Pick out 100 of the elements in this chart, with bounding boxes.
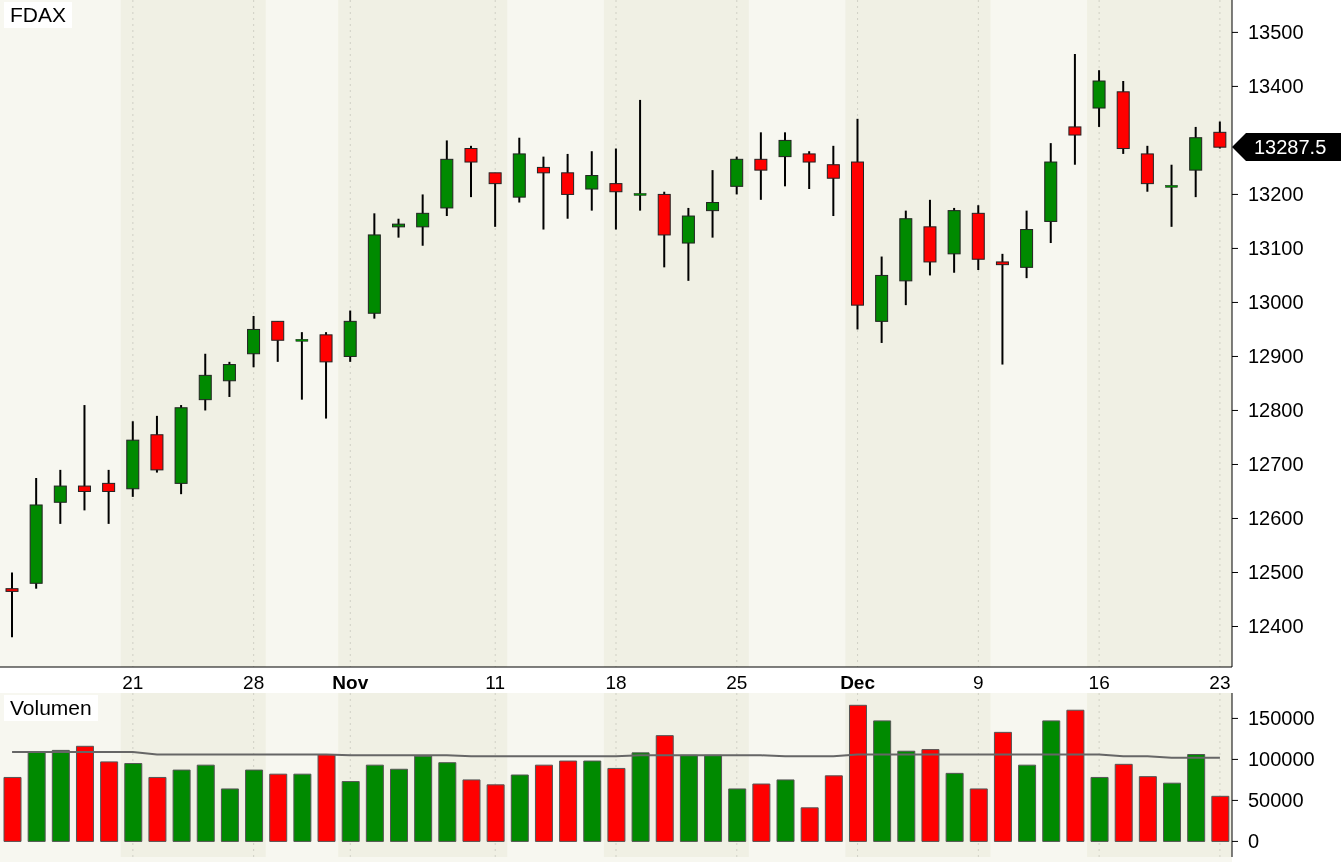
bar xyxy=(365,764,384,842)
candlestick xyxy=(271,320,285,363)
candlestick xyxy=(826,144,840,218)
y-tick-label: 100000 xyxy=(1248,748,1315,771)
y-tick-label: 150000 xyxy=(1248,707,1315,730)
bar xyxy=(800,807,819,842)
candlestick xyxy=(102,468,116,525)
candlestick xyxy=(561,152,575,220)
candlestick xyxy=(392,217,406,239)
bar xyxy=(148,776,167,842)
bar xyxy=(607,767,626,842)
bar xyxy=(559,760,578,842)
y-tick-label: 50000 xyxy=(1248,789,1304,812)
bar xyxy=(1187,754,1206,842)
y-tick-label: 12800 xyxy=(1248,399,1304,422)
candlestick xyxy=(53,468,67,525)
y-tick-label: 13400 xyxy=(1248,75,1304,98)
x-tick-label: 16 xyxy=(1088,672,1110,693)
bar xyxy=(1066,709,1085,842)
bar xyxy=(583,760,602,842)
bar xyxy=(414,755,433,842)
bar xyxy=(1018,764,1037,842)
candlestick xyxy=(77,404,91,512)
bar xyxy=(3,776,22,842)
bar xyxy=(1114,763,1133,842)
price-tag: 13287.5 xyxy=(1232,133,1341,162)
bar xyxy=(776,779,795,842)
x-tick-label: Nov xyxy=(332,672,369,693)
bar xyxy=(897,750,916,842)
candlestick xyxy=(802,150,816,191)
candlestick xyxy=(5,571,19,639)
bar xyxy=(75,745,94,842)
bar xyxy=(293,773,312,842)
bar xyxy=(921,749,940,842)
bar xyxy=(510,774,529,842)
candlestick xyxy=(416,193,430,247)
candlestick xyxy=(295,331,309,401)
chart-title: FDAX xyxy=(4,2,73,28)
bar xyxy=(534,764,553,842)
candlestick xyxy=(585,150,599,212)
bar xyxy=(631,752,650,842)
bar xyxy=(1163,782,1182,842)
bar xyxy=(196,764,215,842)
y-tick-label: 12500 xyxy=(1248,561,1304,584)
candlestick xyxy=(464,144,478,199)
bar xyxy=(486,784,505,842)
bar xyxy=(341,781,360,842)
y-tick-label: 0 xyxy=(1248,830,1260,853)
x-tick-label: Dec xyxy=(840,672,876,693)
y-tick-label: 12600 xyxy=(1248,507,1304,530)
candlestick xyxy=(995,252,1009,366)
candlestick xyxy=(222,360,236,398)
candlestick xyxy=(1068,53,1082,166)
bar xyxy=(1042,720,1061,842)
bar xyxy=(245,769,264,842)
x-tick-label: 21 xyxy=(122,672,144,693)
x-tick-label: 18 xyxy=(605,672,627,693)
x-tick-label: 25 xyxy=(726,672,748,693)
y-tick-label: 13200 xyxy=(1248,183,1304,206)
candlestick xyxy=(536,155,550,231)
candlestick xyxy=(488,171,502,228)
bar xyxy=(220,788,239,842)
bar xyxy=(124,763,143,842)
bar xyxy=(438,762,457,842)
candlestick xyxy=(1213,120,1227,150)
candlestick xyxy=(633,98,647,212)
x-tick-label: 9 xyxy=(973,672,984,693)
bar xyxy=(51,749,70,842)
bar xyxy=(1090,776,1109,842)
candlestick xyxy=(706,169,720,239)
bar xyxy=(27,751,46,842)
bar xyxy=(1138,776,1157,842)
bar xyxy=(390,768,409,842)
y-tick-label: 13100 xyxy=(1248,237,1304,260)
x-tick-label: 11 xyxy=(485,672,506,693)
bar xyxy=(462,779,481,842)
y-tick-label: 13000 xyxy=(1248,291,1304,314)
bar xyxy=(679,754,698,842)
bar xyxy=(1211,795,1230,842)
bar xyxy=(317,754,336,842)
bar xyxy=(993,731,1012,842)
candlestick xyxy=(778,131,792,188)
y-tick-label: 13500 xyxy=(1248,21,1304,44)
bar xyxy=(269,773,288,842)
bar xyxy=(100,761,119,842)
bar xyxy=(969,788,988,842)
y-tick-label: 12900 xyxy=(1248,345,1304,368)
bar xyxy=(824,775,843,842)
bar xyxy=(728,788,747,842)
y-tick-label: 12700 xyxy=(1248,453,1304,476)
candlestick xyxy=(1165,163,1178,228)
x-tick-label: 28 xyxy=(243,672,265,693)
candlestick xyxy=(609,147,623,231)
candlestick xyxy=(754,131,768,201)
bar xyxy=(752,783,771,842)
x-tick-label: 23 xyxy=(1209,672,1231,693)
y-tick-label: 12400 xyxy=(1248,615,1304,638)
bar xyxy=(655,735,674,842)
bar xyxy=(172,769,191,842)
bar xyxy=(704,754,723,842)
